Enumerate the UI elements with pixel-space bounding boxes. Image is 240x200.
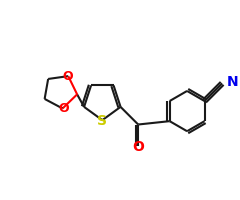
Text: O: O <box>132 140 144 154</box>
Text: O: O <box>58 102 69 115</box>
Text: N: N <box>227 75 239 89</box>
Text: O: O <box>62 70 72 83</box>
Text: S: S <box>97 114 107 128</box>
